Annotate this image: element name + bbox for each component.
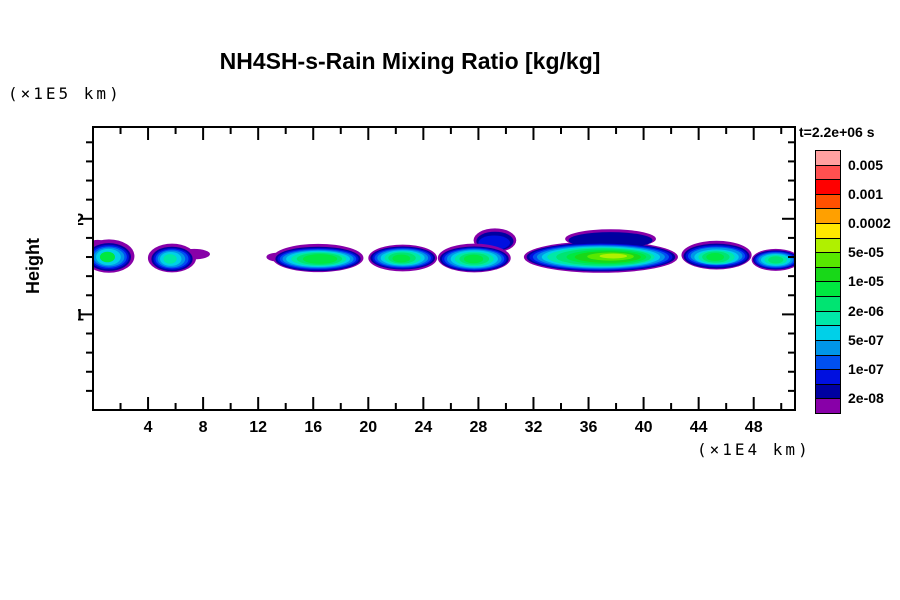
x-axis-tick-label: 4 — [144, 419, 153, 436]
x-axis-tick-label: 24 — [414, 419, 432, 436]
cloud — [751, 248, 795, 271]
chart-title: NH4SH-s-Rain Mixing Ratio [kg/kg] — [219, 48, 601, 74]
x-axis-tick-label: 16 — [304, 419, 322, 436]
cloud-contour-layer — [163, 254, 177, 264]
colorbar-cell — [815, 252, 841, 268]
colorbar-cell — [815, 355, 841, 370]
legend-label: 1e-07 — [848, 361, 884, 377]
x-axis-unit-label: (×1E4 km) — [697, 440, 811, 459]
colorbar-cell — [815, 194, 841, 209]
cloud — [681, 240, 752, 270]
legend-label: 0.0002 — [848, 215, 891, 231]
colorbar-cell — [815, 267, 841, 282]
colorbar-cell — [815, 223, 841, 239]
legend-label: 1e-05 — [848, 273, 884, 289]
cloud-contour-layer — [768, 256, 784, 264]
x-axis-tick-label: 44 — [690, 419, 708, 436]
cloud — [266, 243, 364, 273]
colorbar-cell — [815, 238, 841, 253]
cloud — [523, 229, 678, 273]
x-axis-tick-label: 28 — [470, 419, 488, 436]
colorbar-cell — [815, 340, 841, 356]
y-axis-tick-label: 2 — [78, 210, 84, 229]
colorbar-cell — [815, 369, 841, 385]
plot-frame — [92, 126, 796, 411]
colorbar-cell — [815, 398, 841, 414]
x-axis-tick-label: 32 — [525, 419, 543, 436]
colorbar-cell — [815, 165, 841, 180]
x-axis-tick-label: 12 — [249, 419, 267, 436]
colorbar-cell — [815, 179, 841, 195]
x-axis-tick-label: 40 — [635, 419, 653, 436]
colorbar-cell — [815, 311, 841, 326]
colorbar-cell — [815, 281, 841, 297]
x-axis-tick-label: 8 — [199, 419, 208, 436]
colorbar-cell — [815, 296, 841, 312]
cloud — [368, 244, 438, 272]
cloud-contour-layer — [99, 251, 116, 263]
cloud-contour-layer — [463, 254, 484, 264]
legend-label: 5e-05 — [848, 244, 884, 260]
legend-label: 0.001 — [848, 186, 884, 202]
cloud-contour-layer — [706, 253, 725, 262]
cloud-contour-layer — [392, 254, 411, 263]
cloud — [147, 243, 210, 273]
cloud-field — [93, 228, 795, 273]
y-axis-unit-label: (×1E5 km) — [8, 84, 122, 103]
legend-label: 2e-06 — [848, 303, 884, 319]
cloud — [437, 228, 517, 273]
y-axis-title: Height — [23, 238, 43, 294]
legend-label: 2e-08 — [848, 390, 884, 406]
colorbar-cell — [815, 384, 841, 399]
x-axis-tick-label: 36 — [580, 419, 598, 436]
colorbar-cell — [815, 150, 841, 166]
colorbar-cell — [815, 208, 841, 224]
y-axis-tick-label: 1 — [78, 305, 84, 324]
legend-time-label: t=2.2e+06 s — [799, 124, 875, 140]
cloud-contour-layer — [599, 253, 628, 259]
x-axis-tick-label: 20 — [359, 419, 377, 436]
cloud — [93, 239, 135, 273]
colorbar-cell — [815, 325, 841, 341]
cloud-contour-layer — [302, 254, 338, 264]
legend-label: 5e-07 — [848, 332, 884, 348]
x-axis-tick-label: 48 — [745, 419, 763, 436]
legend-label: 0.005 — [848, 157, 884, 173]
